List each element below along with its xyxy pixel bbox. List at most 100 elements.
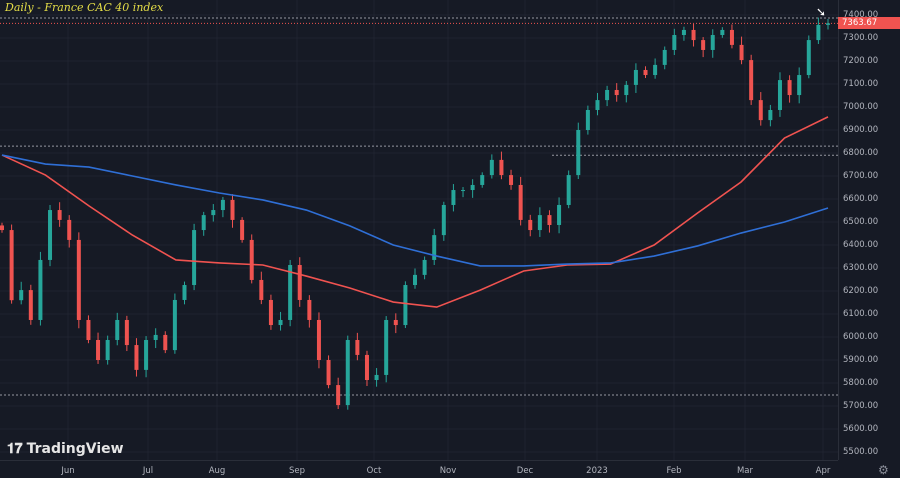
time-tick-label: Mar xyxy=(736,466,754,476)
candle-down xyxy=(249,239,254,280)
candle-down xyxy=(691,29,696,41)
candle-down xyxy=(230,199,235,220)
candle-down xyxy=(729,29,734,45)
candle-down xyxy=(307,299,312,320)
time-tick-label: Dec xyxy=(516,466,534,476)
candle-up xyxy=(211,210,216,216)
candle-down xyxy=(749,60,754,101)
candle-up xyxy=(403,285,408,326)
arrow-marker-icon: ➘ xyxy=(816,5,827,19)
candle-up xyxy=(662,49,667,65)
candle-down xyxy=(643,69,648,76)
candle-down xyxy=(701,40,706,50)
chart-title: Daily - France CAC 40 index xyxy=(5,1,164,14)
price-plot[interactable] xyxy=(0,0,838,460)
time-tick-label: Jun xyxy=(61,466,75,476)
candle-up xyxy=(413,274,417,286)
candle-up xyxy=(595,100,600,110)
candle-down xyxy=(259,279,264,300)
candle-up xyxy=(816,24,821,41)
candle-up xyxy=(201,215,206,231)
price-tick-label: 7200.00 xyxy=(843,56,879,66)
candle-up xyxy=(153,334,158,340)
candle-down xyxy=(739,44,744,61)
candle-down xyxy=(758,100,763,121)
tradingview-logo-text: TradingView xyxy=(26,441,124,457)
candle-up xyxy=(374,374,379,381)
candle-up xyxy=(19,290,24,301)
candle-down xyxy=(509,175,514,185)
candle-down xyxy=(9,230,14,301)
time-tick-label: Oct xyxy=(366,466,382,476)
price-tick-label: 7300.00 xyxy=(843,33,879,43)
candle-down xyxy=(67,219,72,240)
candle-down xyxy=(364,354,369,381)
candle-up xyxy=(220,199,225,211)
candle-up xyxy=(672,35,677,50)
candle-down xyxy=(86,319,91,340)
candle-down xyxy=(316,319,321,360)
price-tick-label: 7400.00 xyxy=(843,10,879,20)
price-tick-label: 6100.00 xyxy=(843,309,879,319)
time-tick-label: Jul xyxy=(142,466,154,476)
price-tick-label: 5500.00 xyxy=(843,447,879,457)
time-axis[interactable]: Jun Jul Aug Sep Oct Nov Dec 2023 Feb Mar Apr xyxy=(0,460,838,478)
candle-down xyxy=(393,319,398,326)
candle-down xyxy=(326,360,331,386)
candle-up xyxy=(605,89,610,101)
candle-up xyxy=(777,80,782,110)
candle-up xyxy=(710,35,715,50)
price-tick-label: 6700.00 xyxy=(843,171,879,181)
price-axis[interactable]: 7400.00 7300.00 7200.00 7100.00 7000.00 6900.… xyxy=(838,0,900,460)
tradingview-logo[interactable]: 𝟏𝟕 TradingView xyxy=(7,441,124,457)
candle-down xyxy=(614,89,619,96)
candle-up xyxy=(172,299,177,351)
candle-down xyxy=(28,290,33,320)
candle-down xyxy=(336,385,341,406)
candle-up xyxy=(537,215,542,231)
candle-up xyxy=(115,319,120,340)
candle-down xyxy=(134,345,139,370)
candle-down xyxy=(240,219,245,240)
time-tick-label: 2023 xyxy=(586,466,608,476)
candle-down xyxy=(297,265,302,300)
price-tick-label: 7100.00 xyxy=(843,79,879,89)
candle-up xyxy=(38,259,43,320)
candle-up xyxy=(441,204,446,236)
candle-up xyxy=(489,159,494,176)
candle-down xyxy=(96,339,101,360)
candle-up xyxy=(288,265,293,320)
candle-up xyxy=(480,175,485,185)
candle-up xyxy=(585,109,590,130)
settings-gear-icon[interactable]: ⚙ xyxy=(878,463,889,477)
time-tick-label: Aug xyxy=(208,466,226,476)
candle-up xyxy=(624,84,629,96)
candle-up xyxy=(384,319,389,375)
candle-down xyxy=(518,184,523,220)
candle-down xyxy=(124,319,129,346)
price-tick-label: 6300.00 xyxy=(843,263,879,273)
candle-down xyxy=(163,334,168,351)
price-tick-label: 5900.00 xyxy=(843,355,879,365)
candle-up xyxy=(576,130,581,176)
candle-down xyxy=(268,299,273,326)
candle-down xyxy=(528,219,533,231)
price-tick-label: 5700.00 xyxy=(843,401,879,411)
candle-down xyxy=(76,239,81,320)
candle-down xyxy=(0,225,4,231)
price-tick-label: 6000.00 xyxy=(843,332,879,342)
candle-up xyxy=(720,29,725,36)
candle-up xyxy=(192,230,197,286)
candle-up xyxy=(681,29,686,36)
moving-average-blue xyxy=(1,154,829,267)
time-tick-label: Apr xyxy=(815,466,831,476)
candle-up xyxy=(797,75,802,96)
moving-average-red xyxy=(1,116,829,308)
price-tick-label: 5600.00 xyxy=(843,424,879,434)
candle-up xyxy=(432,235,437,260)
candle-up xyxy=(48,210,53,260)
candle-up xyxy=(461,190,466,192)
candle-up xyxy=(768,109,773,121)
candle-up xyxy=(144,339,149,370)
